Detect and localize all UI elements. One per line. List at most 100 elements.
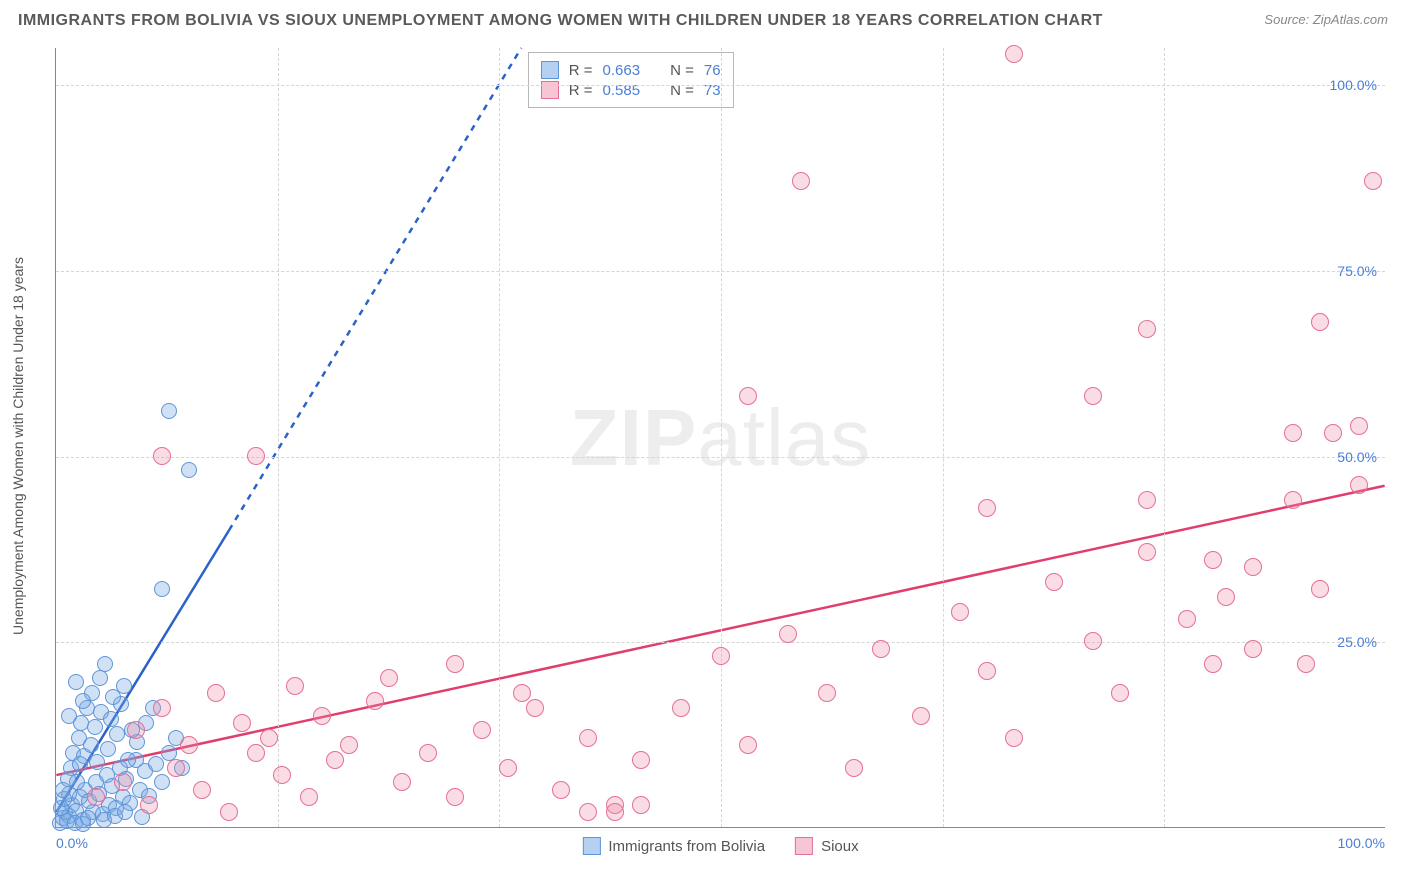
point-bolivia [145, 700, 161, 716]
legend-swatch [541, 81, 559, 99]
point-sioux [579, 729, 597, 747]
point-sioux [978, 499, 996, 517]
point-sioux [1204, 655, 1222, 673]
point-sioux [606, 803, 624, 821]
point-bolivia [55, 810, 71, 826]
point-sioux [1138, 491, 1156, 509]
point-bolivia [84, 685, 100, 701]
point-bolivia [154, 581, 170, 597]
point-bolivia [52, 815, 68, 831]
point-bolivia [124, 722, 140, 738]
point-sioux [366, 692, 384, 710]
point-bolivia [141, 788, 157, 804]
point-bolivia [161, 403, 177, 419]
source-attribution: Source: ZipAtlas.com [1264, 12, 1388, 27]
gridline-v [499, 48, 500, 827]
point-bolivia [60, 771, 76, 787]
point-sioux [1244, 558, 1262, 576]
point-sioux [419, 744, 437, 762]
point-sioux [286, 677, 304, 695]
point-sioux [672, 699, 690, 717]
point-bolivia [55, 782, 71, 798]
gridline-v [278, 48, 279, 827]
point-bolivia [122, 795, 138, 811]
source-label: Source: [1264, 12, 1309, 27]
series-legend-item: Immigrants from Bolivia [582, 837, 765, 855]
point-bolivia [61, 708, 77, 724]
point-bolivia [132, 782, 148, 798]
point-bolivia [174, 760, 190, 776]
point-bolivia [115, 789, 131, 805]
point-bolivia [69, 774, 85, 790]
point-bolivia [75, 816, 91, 832]
point-bolivia [83, 737, 99, 753]
point-bolivia [138, 715, 154, 731]
point-sioux [473, 721, 491, 739]
point-bolivia [81, 793, 97, 809]
point-bolivia [92, 670, 108, 686]
point-sioux [1084, 387, 1102, 405]
point-bolivia [154, 774, 170, 790]
point-bolivia [181, 462, 197, 478]
stats-legend-row: R =0.663N =76 [541, 61, 721, 79]
stats-legend-row: R =0.585N =73 [541, 81, 721, 99]
point-sioux [552, 781, 570, 799]
point-bolivia [134, 809, 150, 825]
point-bolivia [87, 719, 103, 735]
point-sioux [1324, 424, 1342, 442]
point-sioux [446, 788, 464, 806]
point-bolivia [101, 797, 117, 813]
point-sioux [632, 751, 650, 769]
point-sioux [1297, 655, 1315, 673]
point-sioux [393, 773, 411, 791]
stats-legend: R =0.663N =76R =0.585N =73 [528, 52, 734, 108]
point-sioux [167, 759, 185, 777]
point-bolivia [129, 734, 145, 750]
gridline-v [1164, 48, 1165, 827]
point-sioux [739, 387, 757, 405]
point-bolivia [117, 804, 133, 820]
point-bolivia [75, 693, 91, 709]
legend-n-value: 73 [704, 82, 721, 99]
point-bolivia [53, 800, 69, 816]
point-sioux [606, 796, 624, 814]
chart-title: IMMIGRANTS FROM BOLIVIA VS SIOUX UNEMPLO… [18, 12, 1103, 30]
point-sioux [193, 781, 211, 799]
point-sioux [140, 796, 158, 814]
point-sioux [499, 759, 517, 777]
point-bolivia [73, 715, 89, 731]
watermark-zip: ZIP [570, 393, 697, 482]
point-bolivia [64, 797, 80, 813]
point-bolivia [107, 808, 123, 824]
point-sioux [739, 736, 757, 754]
legend-r-label: R = [569, 62, 593, 79]
point-sioux [978, 662, 996, 680]
point-bolivia [72, 789, 88, 805]
point-sioux [1364, 172, 1382, 190]
point-sioux [247, 744, 265, 762]
series-legend: Immigrants from BoliviaSioux [582, 837, 858, 855]
legend-r-value: 0.585 [603, 82, 641, 99]
legend-r-label: R = [569, 82, 593, 99]
point-bolivia [120, 752, 136, 768]
point-sioux [233, 714, 251, 732]
legend-swatch [541, 61, 559, 79]
point-sioux [313, 707, 331, 725]
point-bolivia [76, 748, 92, 764]
gridline-v [943, 48, 944, 827]
point-bolivia [85, 804, 101, 820]
point-sioux [1178, 610, 1196, 628]
legend-n-label: N = [670, 62, 694, 79]
point-sioux [1350, 417, 1368, 435]
point-bolivia [93, 704, 109, 720]
point-bolivia [113, 696, 129, 712]
point-bolivia [75, 812, 91, 828]
point-bolivia [91, 786, 107, 802]
scatter-plot: ZIPatlas R =0.663N =76R =0.585N =73 Immi… [55, 48, 1385, 828]
point-sioux [127, 721, 145, 739]
point-sioux [1005, 45, 1023, 63]
point-sioux [1311, 313, 1329, 331]
point-sioux [220, 803, 238, 821]
point-sioux [446, 655, 464, 673]
trend-line-bolivia [56, 530, 229, 812]
